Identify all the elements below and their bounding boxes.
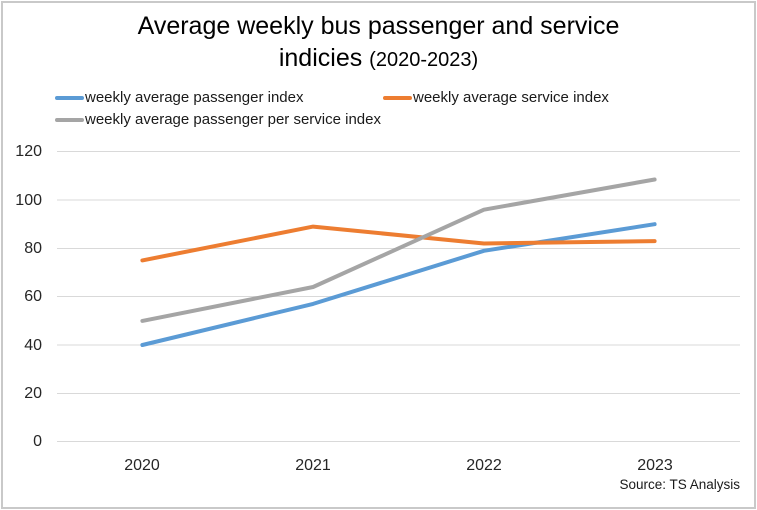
legend-swatch-passenger-per-service-index [55, 117, 84, 122]
chart-title-line2: indicies (2020-2023) [0, 42, 757, 76]
x-tick-label: 2023 [637, 457, 673, 474]
legend-label: weekly average service index [413, 89, 609, 106]
chart-title: Average weekly bus passenger and service… [0, 10, 757, 76]
series-line-1 [140, 224, 657, 263]
legend-swatch-service-index [383, 95, 412, 100]
y-tick-label: 0 [33, 433, 42, 450]
x-tick-label: 2020 [124, 457, 160, 474]
legend-item-passenger-per-service-index: weekly average passenger per service ind… [55, 112, 381, 127]
legend-swatch-passenger-index [55, 95, 84, 100]
legend-item-passenger-index: weekly average passenger index [55, 90, 303, 105]
legend-label: weekly average passenger per service ind… [85, 111, 381, 128]
chart-title-years: (2020-2023) [369, 49, 479, 71]
chart-title-line2-main: indicies [278, 44, 363, 72]
legend-item-service-index: weekly average service index [383, 90, 609, 105]
x-tick-label: 2021 [295, 457, 331, 474]
series-line-0 [140, 222, 657, 347]
y-tick-label: 40 [24, 337, 42, 354]
y-tick-label: 120 [15, 143, 42, 160]
y-tick-label: 20 [24, 385, 42, 402]
legend-label: weekly average passenger index [85, 89, 304, 106]
x-tick-label: 2022 [466, 457, 502, 474]
source-note: Source: TS Analysis [619, 477, 740, 492]
y-tick-label: 100 [15, 192, 42, 209]
series-line-2 [140, 177, 657, 323]
chart-title-line1: Average weekly bus passenger and service [137, 12, 620, 40]
y-tick-label: 80 [24, 240, 42, 257]
y-tick-label: 60 [24, 288, 42, 305]
